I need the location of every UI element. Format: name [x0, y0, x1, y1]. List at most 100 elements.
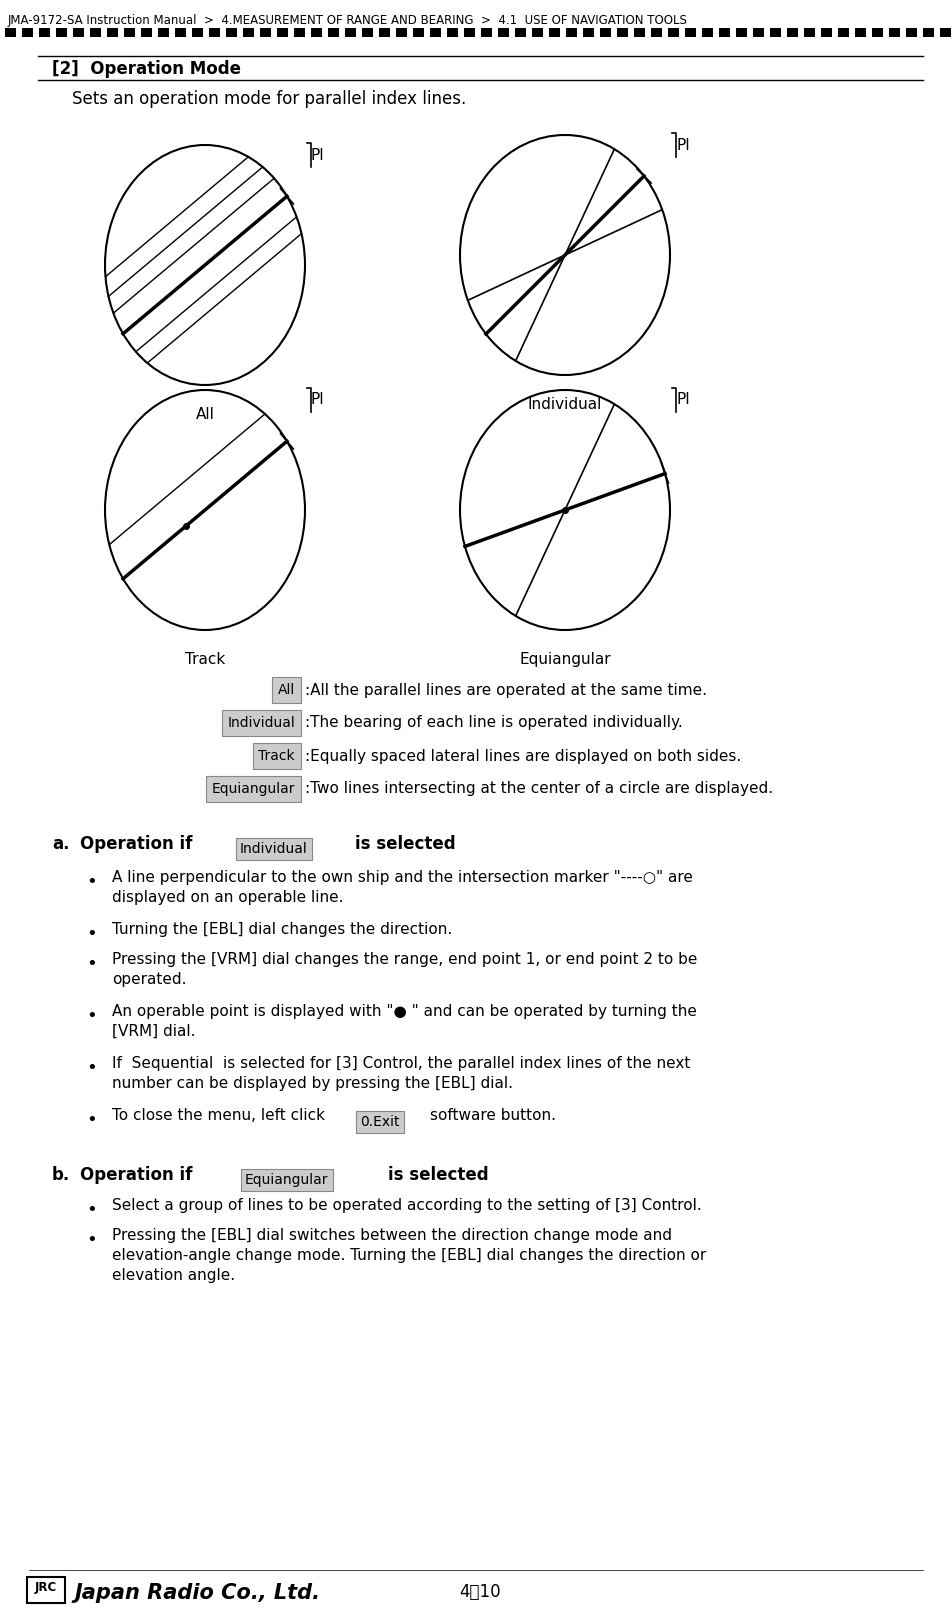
- Bar: [158, 28, 169, 37]
- Bar: [515, 28, 526, 37]
- Bar: [141, 28, 152, 37]
- Bar: [5, 28, 16, 37]
- Text: All: All: [195, 407, 214, 421]
- Text: Track: Track: [185, 651, 225, 667]
- Text: [2]  Operation Mode: [2] Operation Mode: [52, 60, 241, 78]
- Bar: [226, 28, 237, 37]
- Bar: [872, 28, 883, 37]
- Bar: [634, 28, 645, 37]
- Text: b.: b.: [52, 1166, 70, 1184]
- Text: •: •: [87, 925, 97, 943]
- Text: :Equally spaced lateral lines are displayed on both sides.: :Equally spaced lateral lines are displa…: [305, 748, 742, 763]
- Bar: [396, 28, 407, 37]
- Bar: [940, 28, 951, 37]
- Text: Pressing the [VRM] dial changes the range, end point 1, or end point 2 to be
ope: Pressing the [VRM] dial changes the rang…: [112, 953, 698, 987]
- Bar: [90, 28, 101, 37]
- Bar: [906, 28, 917, 37]
- Text: JRC: JRC: [35, 1581, 57, 1594]
- Text: software button.: software button.: [430, 1108, 556, 1123]
- Text: PI: PI: [311, 392, 325, 408]
- Bar: [430, 28, 441, 37]
- Text: •: •: [87, 1111, 97, 1129]
- Bar: [243, 28, 254, 37]
- Text: If  Sequential  is selected for [3] Control, the parallel index lines of the nex: If Sequential is selected for [3] Contro…: [112, 1056, 690, 1090]
- Bar: [362, 28, 373, 37]
- Text: •: •: [87, 1059, 97, 1077]
- Bar: [260, 28, 271, 37]
- Text: Sets an operation mode for parallel index lines.: Sets an operation mode for parallel inde…: [72, 91, 466, 109]
- Text: To close the menu, left click: To close the menu, left click: [112, 1108, 325, 1123]
- Text: An operable point is displayed with "● " and can be operated by turning the
[VRM: An operable point is displayed with "● "…: [112, 1004, 697, 1038]
- Text: Individual: Individual: [228, 716, 295, 731]
- Bar: [311, 28, 322, 37]
- Text: PI: PI: [311, 147, 325, 162]
- Bar: [294, 28, 305, 37]
- Text: 4－10: 4－10: [459, 1583, 501, 1601]
- Text: A line perpendicular to the own ship and the intersection marker "----○" are
dis: A line perpendicular to the own ship and…: [112, 870, 693, 906]
- Text: Individual: Individual: [240, 842, 307, 855]
- Bar: [566, 28, 577, 37]
- Bar: [668, 28, 679, 37]
- Text: •: •: [87, 956, 97, 974]
- Text: Pressing the [EBL] dial switches between the direction change mode and
elevation: Pressing the [EBL] dial switches between…: [112, 1228, 706, 1283]
- Text: :The bearing of each line is operated individually.: :The bearing of each line is operated in…: [305, 716, 683, 731]
- FancyBboxPatch shape: [27, 1576, 65, 1604]
- Bar: [345, 28, 356, 37]
- Text: Equiangular: Equiangular: [245, 1173, 328, 1187]
- Text: 0.Exit: 0.Exit: [360, 1115, 400, 1129]
- Text: Turning the [EBL] dial changes the direction.: Turning the [EBL] dial changes the direc…: [112, 922, 452, 936]
- Bar: [617, 28, 628, 37]
- Text: :Two lines intersecting at the center of a circle are displayed.: :Two lines intersecting at the center of…: [305, 781, 773, 797]
- Bar: [107, 28, 118, 37]
- Bar: [719, 28, 730, 37]
- Bar: [277, 28, 288, 37]
- Text: Individual: Individual: [527, 397, 603, 411]
- Bar: [175, 28, 186, 37]
- Text: is selected: is selected: [388, 1166, 488, 1184]
- Bar: [498, 28, 509, 37]
- Bar: [379, 28, 390, 37]
- Text: •: •: [87, 1200, 97, 1218]
- Text: •: •: [87, 1008, 97, 1025]
- Text: Select a group of lines to be operated according to the setting of [3] Control.: Select a group of lines to be operated a…: [112, 1199, 702, 1213]
- Bar: [804, 28, 815, 37]
- Bar: [855, 28, 866, 37]
- Bar: [923, 28, 934, 37]
- Bar: [770, 28, 781, 37]
- Bar: [124, 28, 135, 37]
- Bar: [328, 28, 339, 37]
- Text: PI: PI: [676, 392, 690, 408]
- Bar: [22, 28, 33, 37]
- Bar: [583, 28, 594, 37]
- Bar: [702, 28, 713, 37]
- Text: Japan Radio Co., Ltd.: Japan Radio Co., Ltd.: [74, 1583, 320, 1604]
- Bar: [736, 28, 747, 37]
- Bar: [600, 28, 611, 37]
- Text: Track: Track: [258, 748, 295, 763]
- Bar: [821, 28, 832, 37]
- Bar: [39, 28, 50, 37]
- Bar: [889, 28, 900, 37]
- Bar: [549, 28, 560, 37]
- Text: •: •: [87, 873, 97, 891]
- Text: Operation if: Operation if: [80, 1166, 192, 1184]
- Bar: [838, 28, 849, 37]
- Text: •: •: [87, 1231, 97, 1249]
- Bar: [685, 28, 696, 37]
- Text: is selected: is selected: [355, 834, 456, 854]
- Bar: [753, 28, 764, 37]
- Text: PI: PI: [676, 138, 690, 152]
- Bar: [651, 28, 662, 37]
- Text: All: All: [278, 684, 295, 697]
- Bar: [209, 28, 220, 37]
- Text: Equiangular: Equiangular: [211, 782, 295, 795]
- Text: a.: a.: [52, 834, 69, 854]
- Bar: [447, 28, 458, 37]
- Bar: [532, 28, 543, 37]
- Bar: [56, 28, 67, 37]
- Bar: [192, 28, 203, 37]
- Text: JMA-9172-SA Instruction Manual  >  4.MEASUREMENT OF RANGE AND BEARING  >  4.1  U: JMA-9172-SA Instruction Manual > 4.MEASU…: [8, 15, 688, 28]
- Text: :All the parallel lines are operated at the same time.: :All the parallel lines are operated at …: [305, 682, 707, 698]
- Bar: [787, 28, 798, 37]
- Bar: [73, 28, 84, 37]
